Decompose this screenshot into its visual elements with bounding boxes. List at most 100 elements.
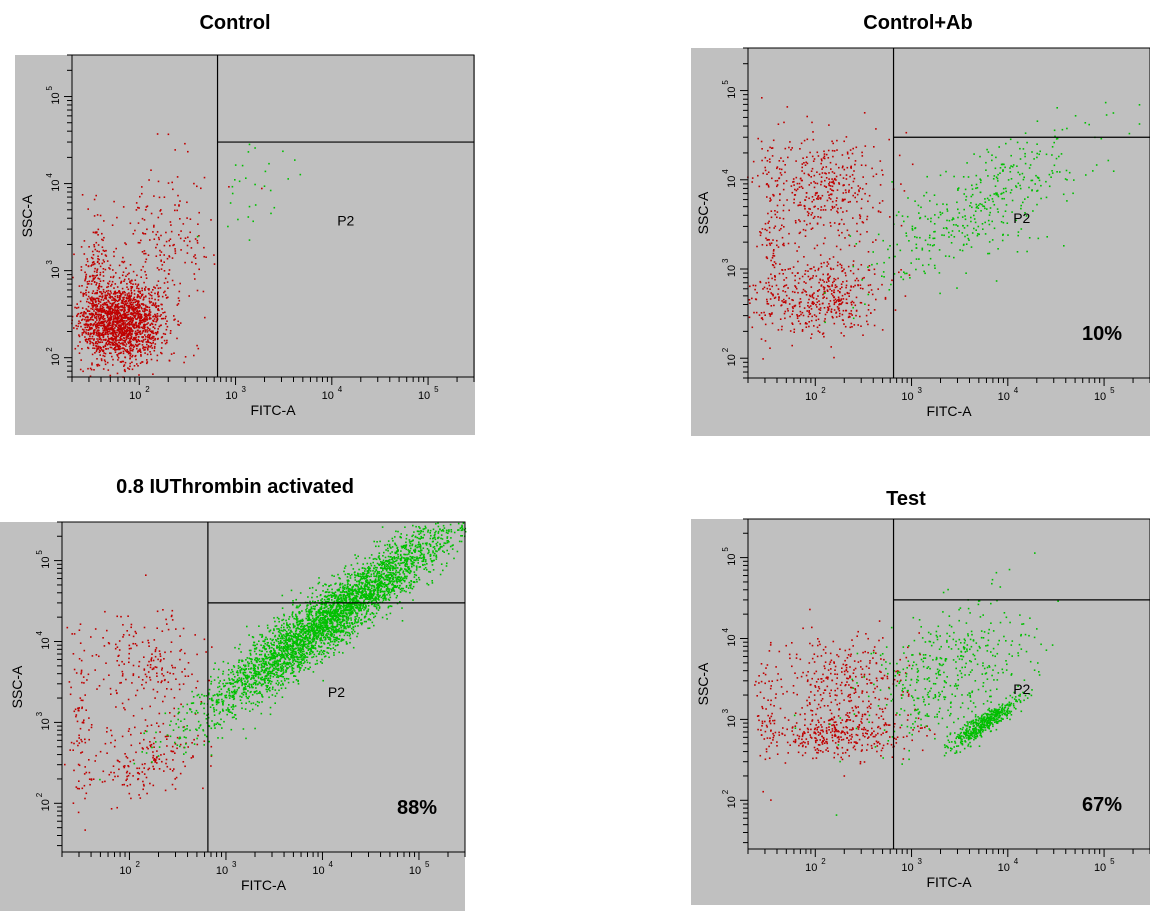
data-point [788,303,791,305]
data-point [852,286,855,288]
data-point [1064,178,1067,180]
data-point [156,691,159,693]
data-point [123,325,125,327]
data-point [156,675,158,677]
data-point [164,735,167,738]
data-point [1036,152,1038,155]
data-point [196,344,198,347]
data-point [321,598,323,600]
data-point [138,676,140,678]
data-point [1016,141,1019,144]
data-point [143,296,145,299]
data-point [85,709,87,711]
data-point [126,314,128,316]
data-point [149,346,151,348]
data-point [78,780,80,782]
data-point [344,632,347,635]
data-point [766,257,769,260]
data-point [837,211,839,214]
data-point [89,341,92,343]
data-point [1060,153,1063,155]
data-point [838,315,841,317]
data-point [798,219,800,221]
data-point [190,757,193,759]
data-point [122,307,125,309]
data-point [929,234,931,237]
data-point [169,238,172,240]
data-point [146,359,148,361]
data-point [141,217,144,220]
data-point [103,645,106,647]
data-point [167,735,169,737]
data-point [105,338,107,341]
data-point [107,343,110,345]
data-point [773,227,775,229]
data-point [96,268,99,270]
data-point [287,678,290,680]
data-point [92,263,95,266]
data-point [94,352,96,354]
data-point [113,338,116,340]
data-point [805,294,808,296]
data-point [295,613,297,616]
data-point [83,329,85,331]
data-point [118,299,120,301]
data-point [145,574,147,576]
data-point [841,301,844,303]
data-point [156,756,158,758]
data-point [150,317,152,320]
data-point [783,121,785,124]
data-point [186,201,188,204]
data-point [850,301,852,304]
data-point [308,610,311,613]
x-tick-exponent: 4 [1014,386,1019,395]
data-point [820,262,823,265]
data-point [336,621,338,624]
data-point [325,583,327,586]
data-point [975,187,977,190]
data-point [280,684,282,686]
data-point [766,287,769,290]
data-point [141,340,143,342]
data-point [176,337,178,340]
data-point [121,332,123,334]
data-point [126,337,128,339]
data-point [840,298,843,300]
data-point [784,147,787,150]
data-point [172,244,174,247]
y-axis-ticks [740,47,748,379]
data-point [834,278,837,281]
data-point [117,303,120,305]
data-point [324,604,327,607]
data-point [755,311,758,314]
data-point [860,164,863,166]
data-point [813,292,815,294]
data-point [132,283,134,285]
data-point [132,775,134,777]
data-point [156,354,159,357]
data-point [343,597,346,600]
data-point [140,239,142,242]
data-point [127,297,129,300]
data-point [111,734,113,737]
data-point [978,233,980,236]
data-point [152,659,155,662]
data-point [161,295,164,298]
data-point [121,338,123,341]
data-point [231,192,234,195]
data-point [853,245,856,247]
data-point [262,662,264,664]
data-point [94,329,96,331]
data-point [104,345,107,347]
data-point [806,138,809,141]
data-point [382,555,384,557]
data-point [386,567,389,569]
data-point [123,337,126,340]
data-point [119,313,122,316]
chart-title: Control [199,12,271,34]
data-point [781,300,783,302]
data-point [357,625,359,627]
data-point [78,764,81,767]
data-point [154,303,157,305]
data-point [804,199,807,201]
